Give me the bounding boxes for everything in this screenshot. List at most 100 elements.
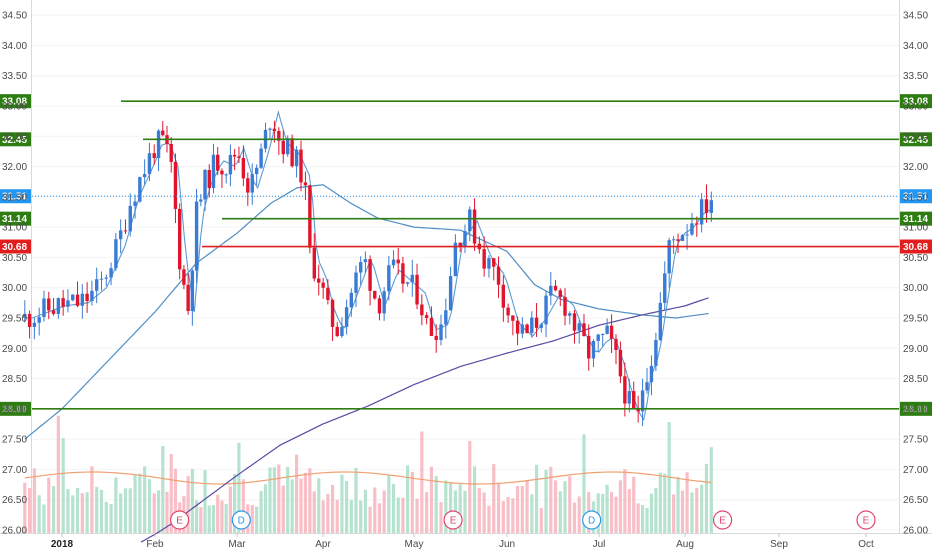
y-tick-left: 33.50	[2, 71, 27, 82]
x-tick-label: Feb	[146, 539, 164, 550]
dividend-event-marker[interactable]: D	[582, 510, 602, 530]
volume-bar	[354, 467, 358, 533]
x-tick-label: Jul	[593, 539, 606, 550]
volume-bar	[250, 504, 254, 533]
volume-bar	[27, 488, 32, 533]
candle-body	[232, 154, 237, 157]
candle-body	[349, 292, 354, 308]
volume-bar	[520, 486, 524, 533]
candle-body	[123, 230, 128, 232]
candle-body	[458, 242, 462, 247]
candle-body	[667, 240, 671, 274]
volume-bar	[568, 476, 572, 533]
earnings-event-marker[interactable]: E	[712, 510, 733, 530]
y-tick-left: 30.00	[2, 283, 27, 294]
candle-body	[463, 231, 467, 247]
candle-body	[303, 182, 308, 186]
volume-bar	[429, 466, 434, 533]
y-tick-left: 26.00	[2, 525, 27, 536]
earnings-event-marker[interactable]: E	[170, 510, 190, 530]
volume-bar	[194, 500, 199, 533]
volume-bar	[228, 486, 232, 533]
level-tag-left	[0, 132, 31, 147]
volume-bar	[544, 469, 548, 533]
candle-body	[382, 291, 386, 314]
candle-body	[358, 262, 363, 273]
volume-bar	[549, 466, 553, 533]
dividend-marker-label: D	[588, 516, 595, 527]
candle-body	[317, 278, 321, 283]
x-tick-label: Jun	[499, 539, 515, 550]
level-tag-left-text: 33.08	[2, 97, 27, 108]
candle-body	[520, 324, 525, 334]
volume-bar	[233, 473, 237, 533]
volume-bar	[704, 463, 709, 533]
volume-bar	[515, 485, 520, 533]
candle-body	[241, 157, 246, 179]
volume-bar	[618, 480, 623, 533]
volume-bar	[663, 473, 667, 533]
level-tag-left	[0, 211, 31, 226]
y-tick-right: 31.00	[903, 223, 928, 234]
volume-bar	[415, 498, 419, 533]
earnings-event-marker[interactable]: E	[856, 510, 876, 530]
volume-bar	[186, 476, 190, 533]
candle-body	[415, 274, 419, 305]
volume-bar	[496, 483, 501, 533]
dividend-event-marker[interactable]: D	[231, 510, 251, 530]
volume-bar	[80, 493, 84, 533]
candle-body	[118, 230, 123, 240]
volume-bar	[23, 482, 27, 533]
candle-body	[396, 259, 400, 264]
earnings-event-marker[interactable]: E	[443, 510, 463, 530]
x-tick-label: 2018	[51, 539, 74, 550]
volume-bar	[95, 486, 99, 533]
y-tick-right: 33.50	[903, 71, 928, 82]
candlesticks	[23, 120, 714, 427]
candle-body	[42, 298, 46, 318]
candle-body	[410, 274, 414, 283]
x-tick-label: May	[405, 539, 424, 550]
candle-body	[368, 259, 372, 291]
y-tick-right: 27.00	[903, 465, 928, 476]
candle-body	[623, 376, 627, 404]
volume-bar	[143, 466, 147, 533]
level-tag-left	[0, 239, 31, 254]
volume-bar	[123, 488, 128, 533]
volume-bar	[640, 504, 645, 533]
volume-bar	[138, 473, 142, 533]
candle-body	[216, 154, 220, 171]
dividend-marker-circle	[231, 510, 251, 530]
volume-bar	[405, 465, 410, 533]
candle-body	[690, 223, 694, 235]
volume-bar	[299, 478, 303, 533]
volume-bar	[345, 481, 349, 533]
candle-body	[591, 340, 596, 359]
volume-bar	[458, 484, 462, 533]
earnings-marker-label: E	[450, 516, 457, 527]
volume-bar	[203, 470, 207, 533]
candle-body	[424, 315, 429, 318]
volume-bar	[47, 477, 51, 533]
volume-bar	[530, 494, 534, 533]
candle-body	[401, 263, 405, 284]
candle-body	[525, 324, 529, 334]
level-tag-right	[900, 211, 932, 226]
candle-body	[277, 131, 281, 141]
volume-average	[24, 471, 712, 485]
candle-body	[563, 296, 567, 316]
candle-body	[90, 290, 94, 301]
candle-body	[544, 295, 548, 325]
x-axis-ticks: 2018 Feb Mar Apr May Jun Jul Aug Sep Oct	[51, 533, 874, 550]
earnings-marker-circle	[443, 510, 463, 530]
y-tick-right: 32.00	[903, 162, 928, 173]
volume-bar	[147, 479, 152, 533]
candle-body	[211, 154, 216, 189]
level-tag-right-text: 32.45	[903, 135, 928, 146]
volume-bar	[173, 468, 178, 533]
candle-body	[199, 199, 203, 202]
candle-body	[496, 266, 501, 285]
y-tick-left: 31.00	[2, 223, 27, 234]
